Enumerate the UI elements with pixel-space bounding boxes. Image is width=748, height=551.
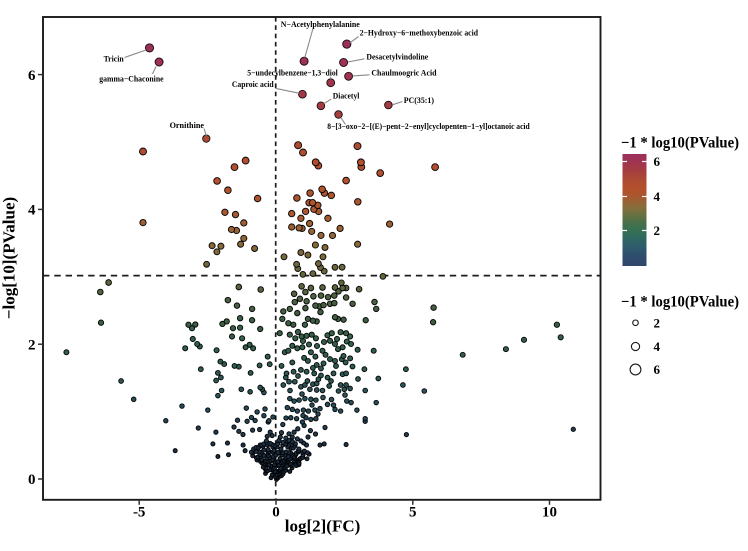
svg-text:Caproic acid: Caproic acid [232,80,274,89]
svg-text:6: 6 [654,154,661,169]
svg-text:0: 0 [28,472,36,488]
svg-text:5−undecylbenzene−1,3−diol: 5−undecylbenzene−1,3−diol [247,69,338,78]
svg-text:4: 4 [654,339,661,354]
svg-text:6: 6 [28,68,36,84]
svg-text:−1 * log10(PValue): −1 * log10(PValue) [621,294,739,311]
svg-text:4: 4 [28,203,36,219]
svg-text:−log[10](PValue): −log[10](PValue) [0,197,19,319]
svg-text:0: 0 [272,505,280,521]
svg-text:2: 2 [28,337,36,353]
svg-text:5: 5 [409,505,417,521]
svg-text:8−[3−oxo−2−[(E)−pent−2−enyl]cy: 8−[3−oxo−2−[(E)−pent−2−enyl]cyclopenten−… [327,122,530,131]
svg-text:6: 6 [654,362,661,377]
svg-text:2−Hydroxy−6−methoxybenzoic aci: 2−Hydroxy−6−methoxybenzoic acid [360,28,479,37]
svg-text:Desacetylvindoline: Desacetylvindoline [366,52,428,61]
svg-text:Ornithine: Ornithine [170,121,205,130]
svg-text:2: 2 [654,223,661,238]
svg-text:2: 2 [654,315,661,330]
svg-text:N−Acetylphenylalanine: N−Acetylphenylalanine [281,20,360,29]
svg-text:-5: -5 [133,505,146,521]
svg-text:10: 10 [542,505,557,521]
svg-text:log[2](FC): log[2](FC) [285,517,361,536]
svg-text:Chaulmoogric Acid: Chaulmoogric Acid [371,69,437,78]
svg-text:Diacetyl: Diacetyl [333,92,360,101]
svg-text:gamma−Chaconine: gamma−Chaconine [99,75,164,84]
svg-text:PC(35:1): PC(35:1) [404,96,434,105]
svg-text:Tricin: Tricin [104,54,125,63]
svg-text:4: 4 [654,189,661,204]
svg-text:−1 * log10(PValue): −1 * log10(PValue) [621,135,739,152]
